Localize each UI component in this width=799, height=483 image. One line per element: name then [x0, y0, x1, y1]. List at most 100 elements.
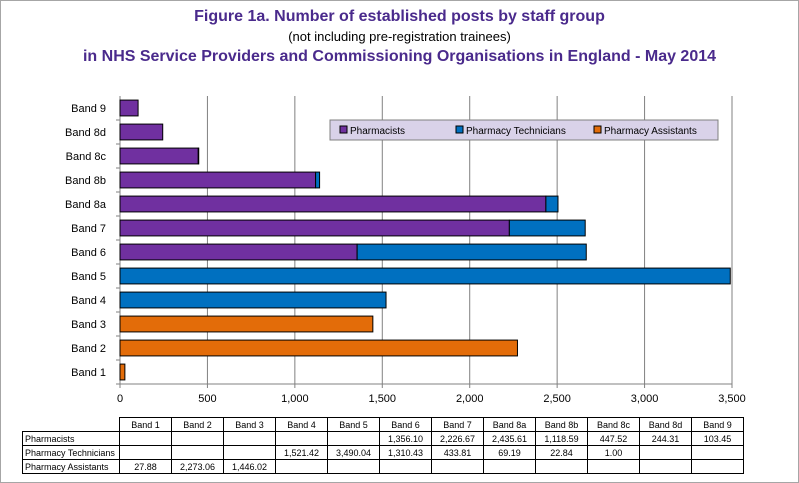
legend-label: Pharmacists: [350, 126, 405, 137]
table-row-label: Pharmacy Assistants: [22, 459, 120, 474]
bar: [356, 243, 587, 261]
legend-swatch: [339, 125, 348, 134]
y-tick-label: Band 2: [71, 343, 106, 355]
bar: [119, 267, 731, 285]
x-tick-label: 2,500: [543, 393, 571, 405]
bar: [119, 123, 164, 141]
x-tick-label: 0: [117, 393, 123, 405]
y-tick-label: Band 8a: [65, 199, 107, 211]
table-cell: 1,521.42: [275, 445, 328, 460]
table-cell: [483, 459, 536, 474]
bar: [119, 171, 317, 189]
table-header-cell: Band 8b: [535, 417, 588, 432]
table-header-row: Band 1 Band 2 Band 3 Band 4 Band 5 Band 6 Band…: [23, 417, 744, 432]
table-cell: 27.88: [119, 459, 172, 474]
bar: [315, 171, 321, 189]
table-cell: 1.00: [587, 445, 640, 460]
bar: [119, 363, 126, 381]
y-tick-label: Band 4: [71, 295, 106, 307]
table-header-cell: Band 1: [119, 417, 172, 432]
bar: [508, 219, 586, 237]
table-cell: [275, 459, 328, 474]
table-header-cell: Band 7: [431, 417, 484, 432]
table-row: Pharmacy Technicians 1,521.42 3,490.04 1,31…: [22, 445, 744, 460]
y-tick-label: Band 7: [71, 223, 106, 235]
bar: [119, 243, 358, 261]
bar: [119, 291, 387, 309]
table-cell: 1,446.02: [223, 459, 276, 474]
table-cell: [535, 459, 588, 474]
x-tick-label: 3,500: [718, 393, 746, 405]
y-tick-label: Band 6: [71, 247, 106, 259]
table-header-cell: Band 9: [691, 417, 744, 432]
chart-subtitle: (not including pre-registration trainees…: [288, 29, 511, 44]
x-tick-label: 1,500: [369, 393, 397, 405]
table-cell: 1,118.59: [535, 431, 588, 446]
bar: [119, 147, 199, 165]
table-cell: [327, 431, 380, 446]
table-cell: [171, 445, 224, 460]
table-cell: [691, 445, 744, 460]
legend: [329, 119, 719, 141]
data-table: Band 1 Band 2 Band 3 Band 4 Band 5 Band 6 Band…: [22, 417, 744, 474]
table-cell: 22.84: [535, 445, 588, 460]
x-tick-label: 2,000: [456, 393, 484, 405]
x-tick-label: 500: [198, 393, 216, 405]
y-tick-label: Band 9: [71, 103, 106, 115]
x-tick-label: 3,000: [631, 393, 659, 405]
table-cell: 2,226.67: [431, 431, 484, 446]
bar: [197, 147, 200, 165]
bar: [119, 315, 374, 333]
table-header-cell: Band 2: [171, 417, 224, 432]
table-header-cell: Band 8c: [587, 417, 640, 432]
table-corner: [23, 418, 120, 432]
table-header-cell: Band 6: [379, 417, 432, 432]
table-cell: [639, 459, 692, 474]
bar: [545, 195, 559, 213]
legend-swatch: [593, 125, 602, 134]
table-cell: 433.81: [431, 445, 484, 460]
y-tick-label: Band 1: [71, 367, 106, 379]
table-row: Pharmacy Assistants 27.88 2,273.06 1,446.02: [22, 459, 744, 474]
table-cell: [639, 445, 692, 460]
table-header-cell: Band 4: [275, 417, 328, 432]
legend-swatch: [455, 125, 464, 134]
legend-label: Pharmacy Assistants: [604, 126, 697, 137]
table-row-label: Pharmacy Technicians: [22, 445, 120, 460]
table-cell: 1,356.10: [379, 431, 432, 446]
table-header-cell: Band 5: [327, 417, 380, 432]
legend-label: Pharmacy Technicians: [466, 126, 566, 137]
table-cell: [119, 445, 172, 460]
table-cell: [275, 431, 328, 446]
table-cell: [223, 445, 276, 460]
table-cell: [119, 431, 172, 446]
table-cell: 244.31: [639, 431, 692, 446]
y-tick-label: Band 8d: [65, 127, 106, 139]
table-cell: 2,273.06: [171, 459, 224, 474]
table-cell: [327, 459, 380, 474]
table-cell: [431, 459, 484, 474]
chart-title: Figure 1a. Number of established posts b…: [194, 8, 605, 25]
table-cell: [223, 431, 276, 446]
table-cell: 103.45: [691, 431, 744, 446]
bar: [119, 339, 518, 357]
table-cell: 2,435.61: [483, 431, 536, 446]
bar: [119, 99, 139, 117]
table-cell: 447.52: [587, 431, 640, 446]
x-tick-label: 1,000: [281, 393, 309, 405]
table-cell: [171, 431, 224, 446]
table-header-cell: Band 3: [223, 417, 276, 432]
y-tick-label: Band 3: [71, 319, 106, 331]
bar: [119, 219, 510, 237]
table-row: Pharmacists 1,356.10 2,226.67 2,435.61 1,118…: [22, 431, 744, 446]
chart-title-line-2: in NHS Service Providers and Commissioni…: [82, 48, 717, 65]
table-header-cell: Band 8a: [483, 417, 536, 432]
table-cell: 69.19: [483, 445, 536, 460]
y-tick-label: Band 8c: [66, 151, 107, 163]
table-header-cell: Band 8d: [639, 417, 692, 432]
plot-area: [120, 96, 732, 384]
y-tick-label: Band 5: [71, 271, 106, 283]
y-tick-label: Band 8b: [65, 175, 106, 187]
table-cell: [587, 459, 640, 474]
